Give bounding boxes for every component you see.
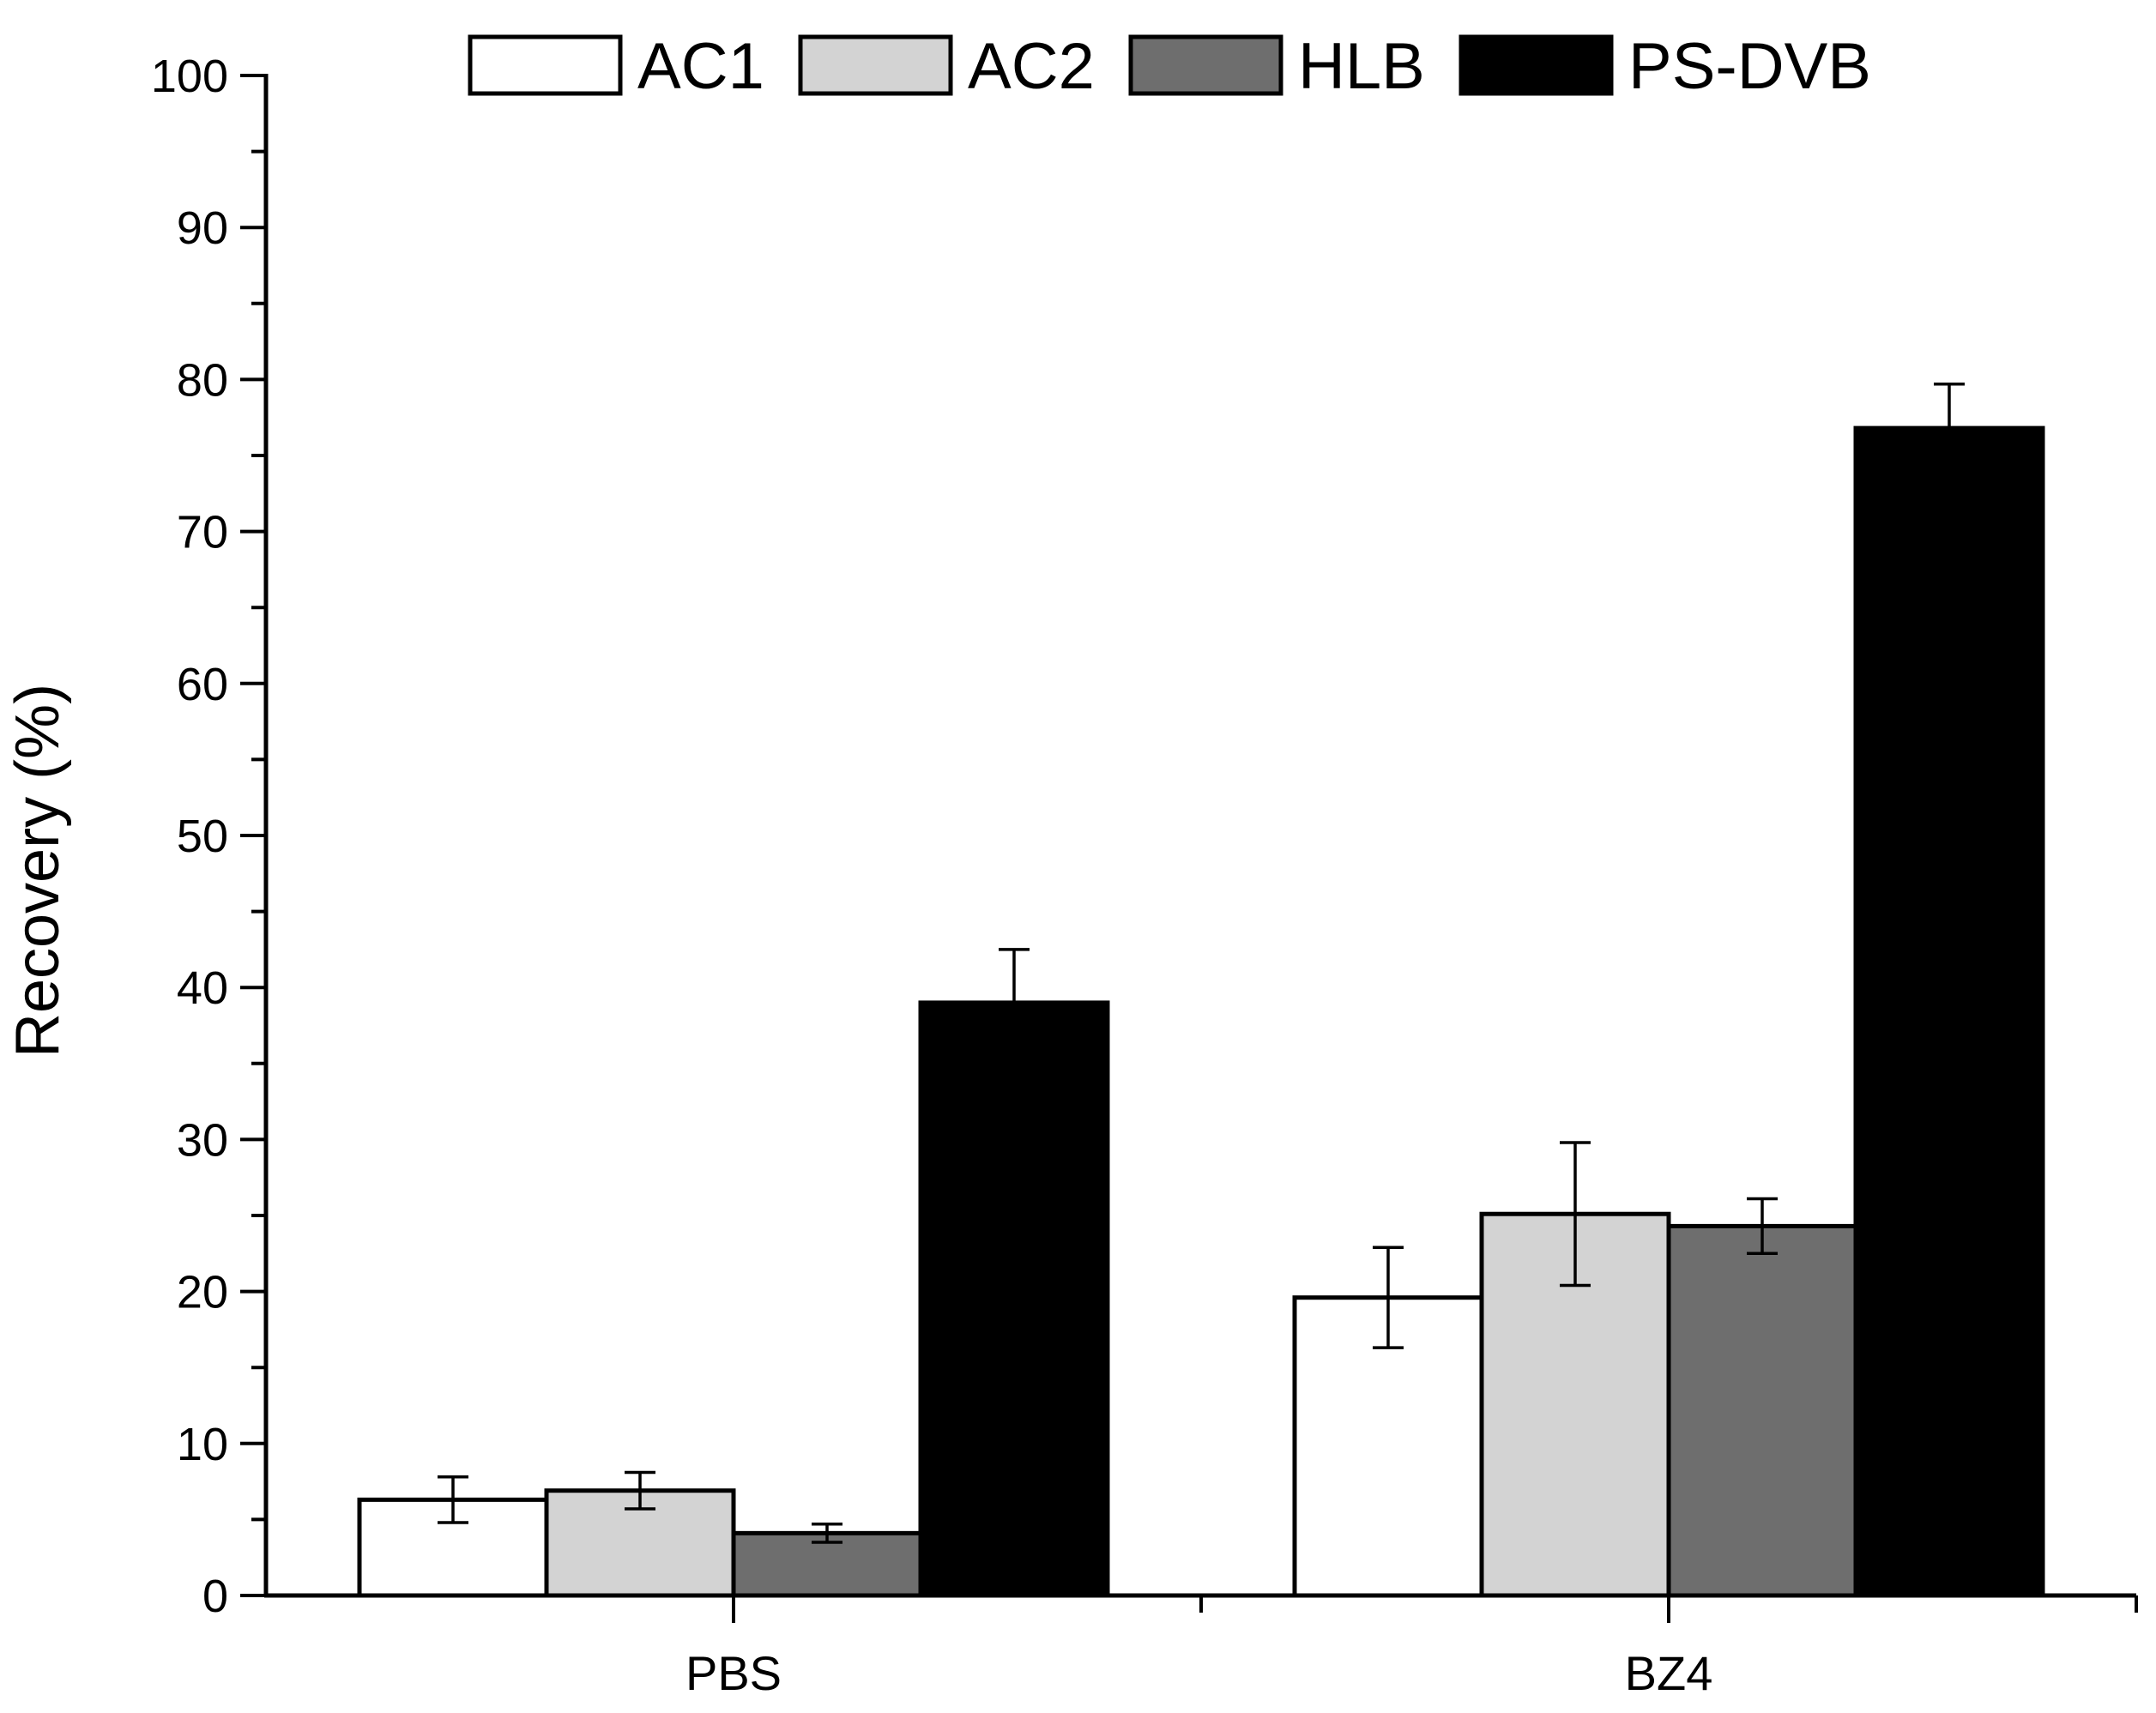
error-bar-ps-dvb-pbs [999,948,1030,1058]
legend-swatch [798,34,953,96]
x-category-label: BZ4 [1625,1646,1713,1700]
legend: AC1 AC2 HLB PS-DVB [468,30,1871,103]
bar-hlb-bz4 [1666,1223,1858,1598]
y-tick-label: 70 [177,507,228,558]
legend-item-ac1: AC1 [468,30,764,103]
error-bar-ps-dvb-bz4 [1934,382,1965,474]
error-bar-ac1-bz4 [1373,1246,1404,1349]
y-axis: 0 10 20 30 40 50 60 70 80 90 100 [151,51,269,1622]
error-bar-ac2-bz4 [1560,1141,1591,1288]
error-bars [438,382,1965,1544]
legend-item-ac2: AC2 [798,30,1095,103]
error-bar-hlb-pbs [812,1522,842,1544]
error-bar-ac1-pbs [438,1475,468,1524]
y-tick-label: 0 [202,1571,228,1622]
legend-swatch [1458,34,1614,96]
y-tick-label: 100 [151,51,228,102]
legend-label: HLB [1298,30,1425,103]
y-tick-label: 30 [177,1114,228,1166]
y-tick-label: 60 [177,659,228,710]
y-tick-label: 80 [177,354,228,406]
y-tick-label: 90 [177,202,228,254]
legend-label: AC1 [637,30,764,103]
y-tick-label: 40 [177,962,228,1014]
bar-ps-dvb-bz4 [1853,425,2045,1598]
x-axis: PBS BZ4 [264,1593,2138,1700]
legend-item-ps-dvb: PS-DVB [1458,30,1871,103]
bars [357,425,2045,1598]
y-tick-label: 20 [177,1267,228,1318]
y-tick-label: 10 [177,1419,228,1470]
x-category-label: PBS [685,1646,782,1700]
bar-ps-dvb-pbs [918,1000,1110,1598]
legend-label: AC2 [968,30,1095,103]
legend-label: PS-DVB [1628,30,1871,103]
y-tick-label: 50 [177,811,228,862]
legend-swatch [1128,34,1283,96]
legend-swatch [468,34,623,96]
error-bar-hlb-bz4 [1747,1197,1778,1256]
y-axis-title: Recovery (%) [3,684,72,1058]
error-bar-ac2-pbs [625,1470,655,1511]
legend-item-hlb: HLB [1128,30,1425,103]
